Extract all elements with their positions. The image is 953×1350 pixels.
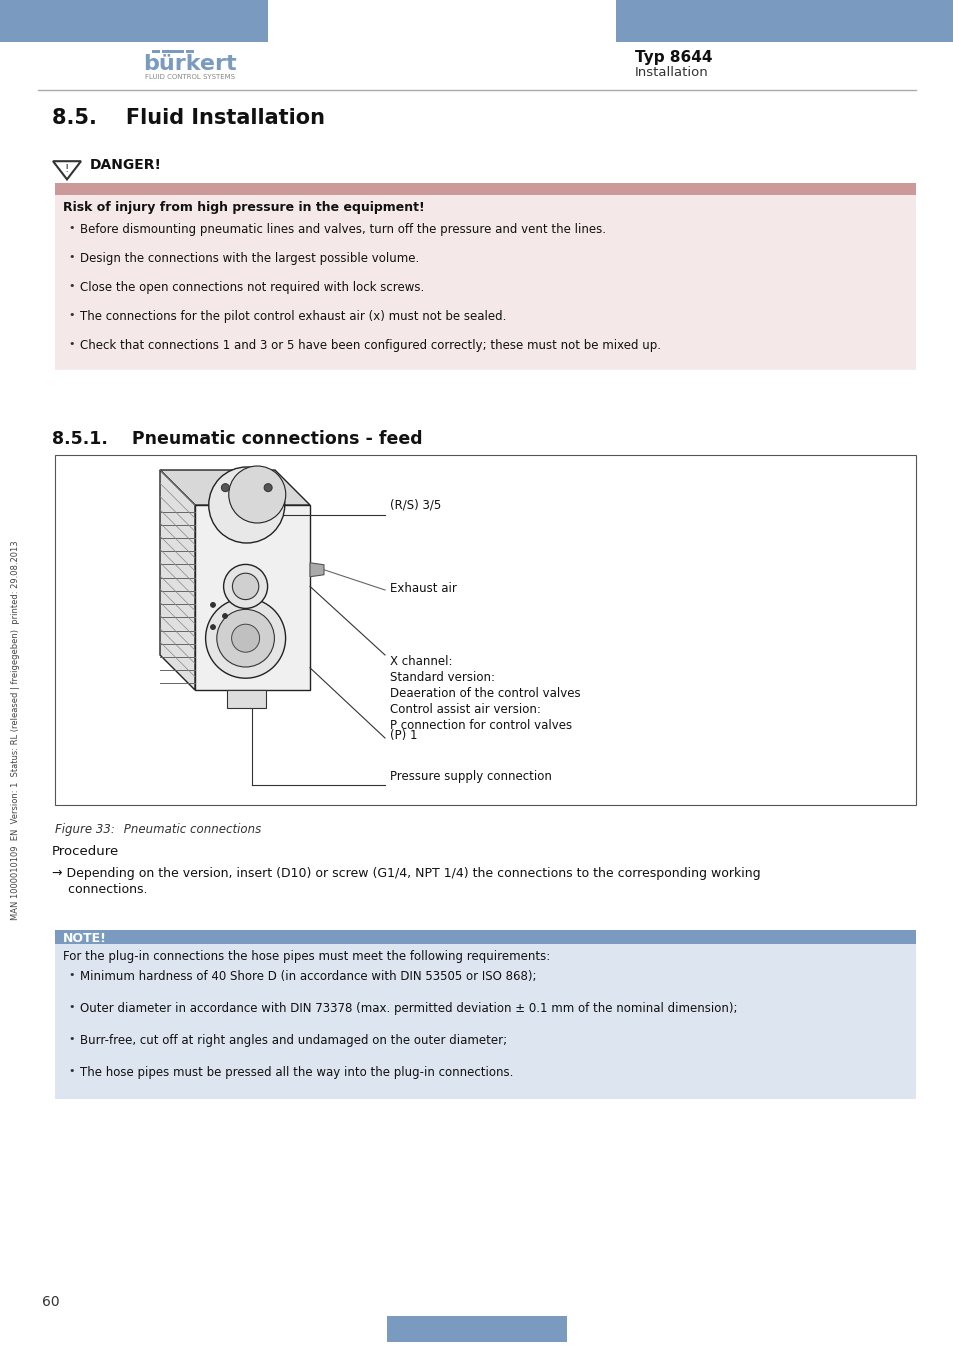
Text: •: • — [68, 281, 74, 292]
Text: •: • — [68, 310, 74, 320]
Text: Pneumatic connections: Pneumatic connections — [105, 824, 261, 836]
Text: •: • — [68, 223, 74, 234]
Text: → Depending on the version, insert (D10) or screw (G1/4, NPT 1/4) the connection: → Depending on the version, insert (D10)… — [52, 867, 760, 880]
Polygon shape — [160, 470, 310, 505]
Text: For the plug-in connections the hose pipes must meet the following requirements:: For the plug-in connections the hose pip… — [63, 950, 550, 963]
Bar — [0, 0, 268, 42]
Text: Close the open connections not required with lock screws.: Close the open connections not required … — [80, 281, 424, 294]
Text: Procedure: Procedure — [52, 845, 119, 859]
Text: 60: 60 — [42, 1295, 59, 1309]
Text: deutsch: deutsch — [449, 1322, 504, 1336]
Polygon shape — [227, 690, 266, 707]
Text: Pressure supply connection: Pressure supply connection — [390, 769, 551, 783]
Bar — [162, 50, 184, 53]
Text: •: • — [68, 1002, 74, 1012]
Text: Outer diameter in accordance with DIN 73378 (max. permitted deviation ± 0.1 mm o: Outer diameter in accordance with DIN 73… — [80, 1002, 737, 1015]
Bar — [55, 184, 915, 194]
Circle shape — [216, 609, 274, 667]
Circle shape — [232, 624, 259, 652]
Bar — [55, 930, 915, 944]
Text: DANGER!: DANGER! — [90, 158, 162, 171]
Text: Standard version:: Standard version: — [390, 671, 495, 684]
Text: Control assist air version:: Control assist air version: — [390, 703, 540, 716]
Text: FLUID CONTROL SYSTEMS: FLUID CONTROL SYSTEMS — [145, 74, 234, 80]
Text: Burr-free, cut off at right angles and undamaged on the outer diameter;: Burr-free, cut off at right angles and u… — [80, 1034, 507, 1048]
Circle shape — [206, 598, 285, 678]
Text: •: • — [68, 1034, 74, 1044]
Text: Check that connections 1 and 3 or 5 have been configured correctly; these must n: Check that connections 1 and 3 or 5 have… — [80, 339, 660, 352]
Text: Design the connections with the largest possible volume.: Design the connections with the largest … — [80, 252, 418, 265]
Text: NOTE!: NOTE! — [63, 931, 107, 945]
Text: Figure 33:: Figure 33: — [55, 824, 114, 836]
Polygon shape — [160, 470, 194, 690]
Text: Exhaust air: Exhaust air — [390, 582, 456, 594]
Text: X channel:: X channel: — [390, 655, 452, 668]
Text: Minimum hardness of 40 Shore D (in accordance with DIN 53505 or ISO 868);: Minimum hardness of 40 Shore D (in accor… — [80, 971, 536, 983]
Circle shape — [223, 564, 268, 609]
Bar — [55, 194, 915, 370]
Circle shape — [264, 483, 272, 491]
Bar — [152, 50, 160, 53]
Bar — [55, 455, 915, 805]
Text: Installation: Installation — [635, 66, 708, 80]
Text: (P) 1: (P) 1 — [390, 729, 417, 742]
Bar — [616, 0, 953, 42]
Text: •: • — [68, 971, 74, 980]
Text: Typ 8644: Typ 8644 — [635, 50, 712, 65]
Polygon shape — [194, 505, 310, 690]
Polygon shape — [310, 563, 324, 576]
Circle shape — [222, 613, 227, 618]
Circle shape — [211, 602, 215, 608]
Text: Deaeration of the control valves: Deaeration of the control valves — [390, 687, 580, 701]
Bar — [387, 1316, 566, 1342]
Text: 8.5.1.    Pneumatic connections - feed: 8.5.1. Pneumatic connections - feed — [52, 431, 422, 448]
Circle shape — [209, 467, 284, 543]
Circle shape — [233, 574, 258, 599]
Text: •: • — [68, 1066, 74, 1076]
Text: connections.: connections. — [52, 883, 148, 896]
Text: Before dismounting pneumatic lines and valves, turn off the pressure and vent th: Before dismounting pneumatic lines and v… — [80, 223, 605, 236]
Bar — [186, 50, 193, 53]
Text: MAN 1000010109  EN  Version: 1  Status: RL (released | freigegeben)  printed: 29: MAN 1000010109 EN Version: 1 Status: RL … — [11, 540, 20, 919]
Text: 8.5.    Fluid Installation: 8.5. Fluid Installation — [52, 108, 325, 128]
Text: •: • — [68, 252, 74, 262]
Text: Risk of injury from high pressure in the equipment!: Risk of injury from high pressure in the… — [63, 201, 424, 215]
Circle shape — [211, 625, 215, 629]
Text: !: ! — [65, 163, 70, 174]
Text: bürkert: bürkert — [143, 54, 236, 74]
Circle shape — [221, 483, 229, 491]
Text: •: • — [68, 339, 74, 350]
Text: The hose pipes must be pressed all the way into the plug-in connections.: The hose pipes must be pressed all the w… — [80, 1066, 513, 1079]
Text: The connections for the pilot control exhaust air (x) must not be sealed.: The connections for the pilot control ex… — [80, 310, 506, 323]
Text: (R/S) 3/5: (R/S) 3/5 — [390, 498, 441, 512]
Text: P connection for control valves: P connection for control valves — [390, 720, 572, 732]
Bar — [55, 944, 915, 1099]
Circle shape — [229, 466, 286, 522]
